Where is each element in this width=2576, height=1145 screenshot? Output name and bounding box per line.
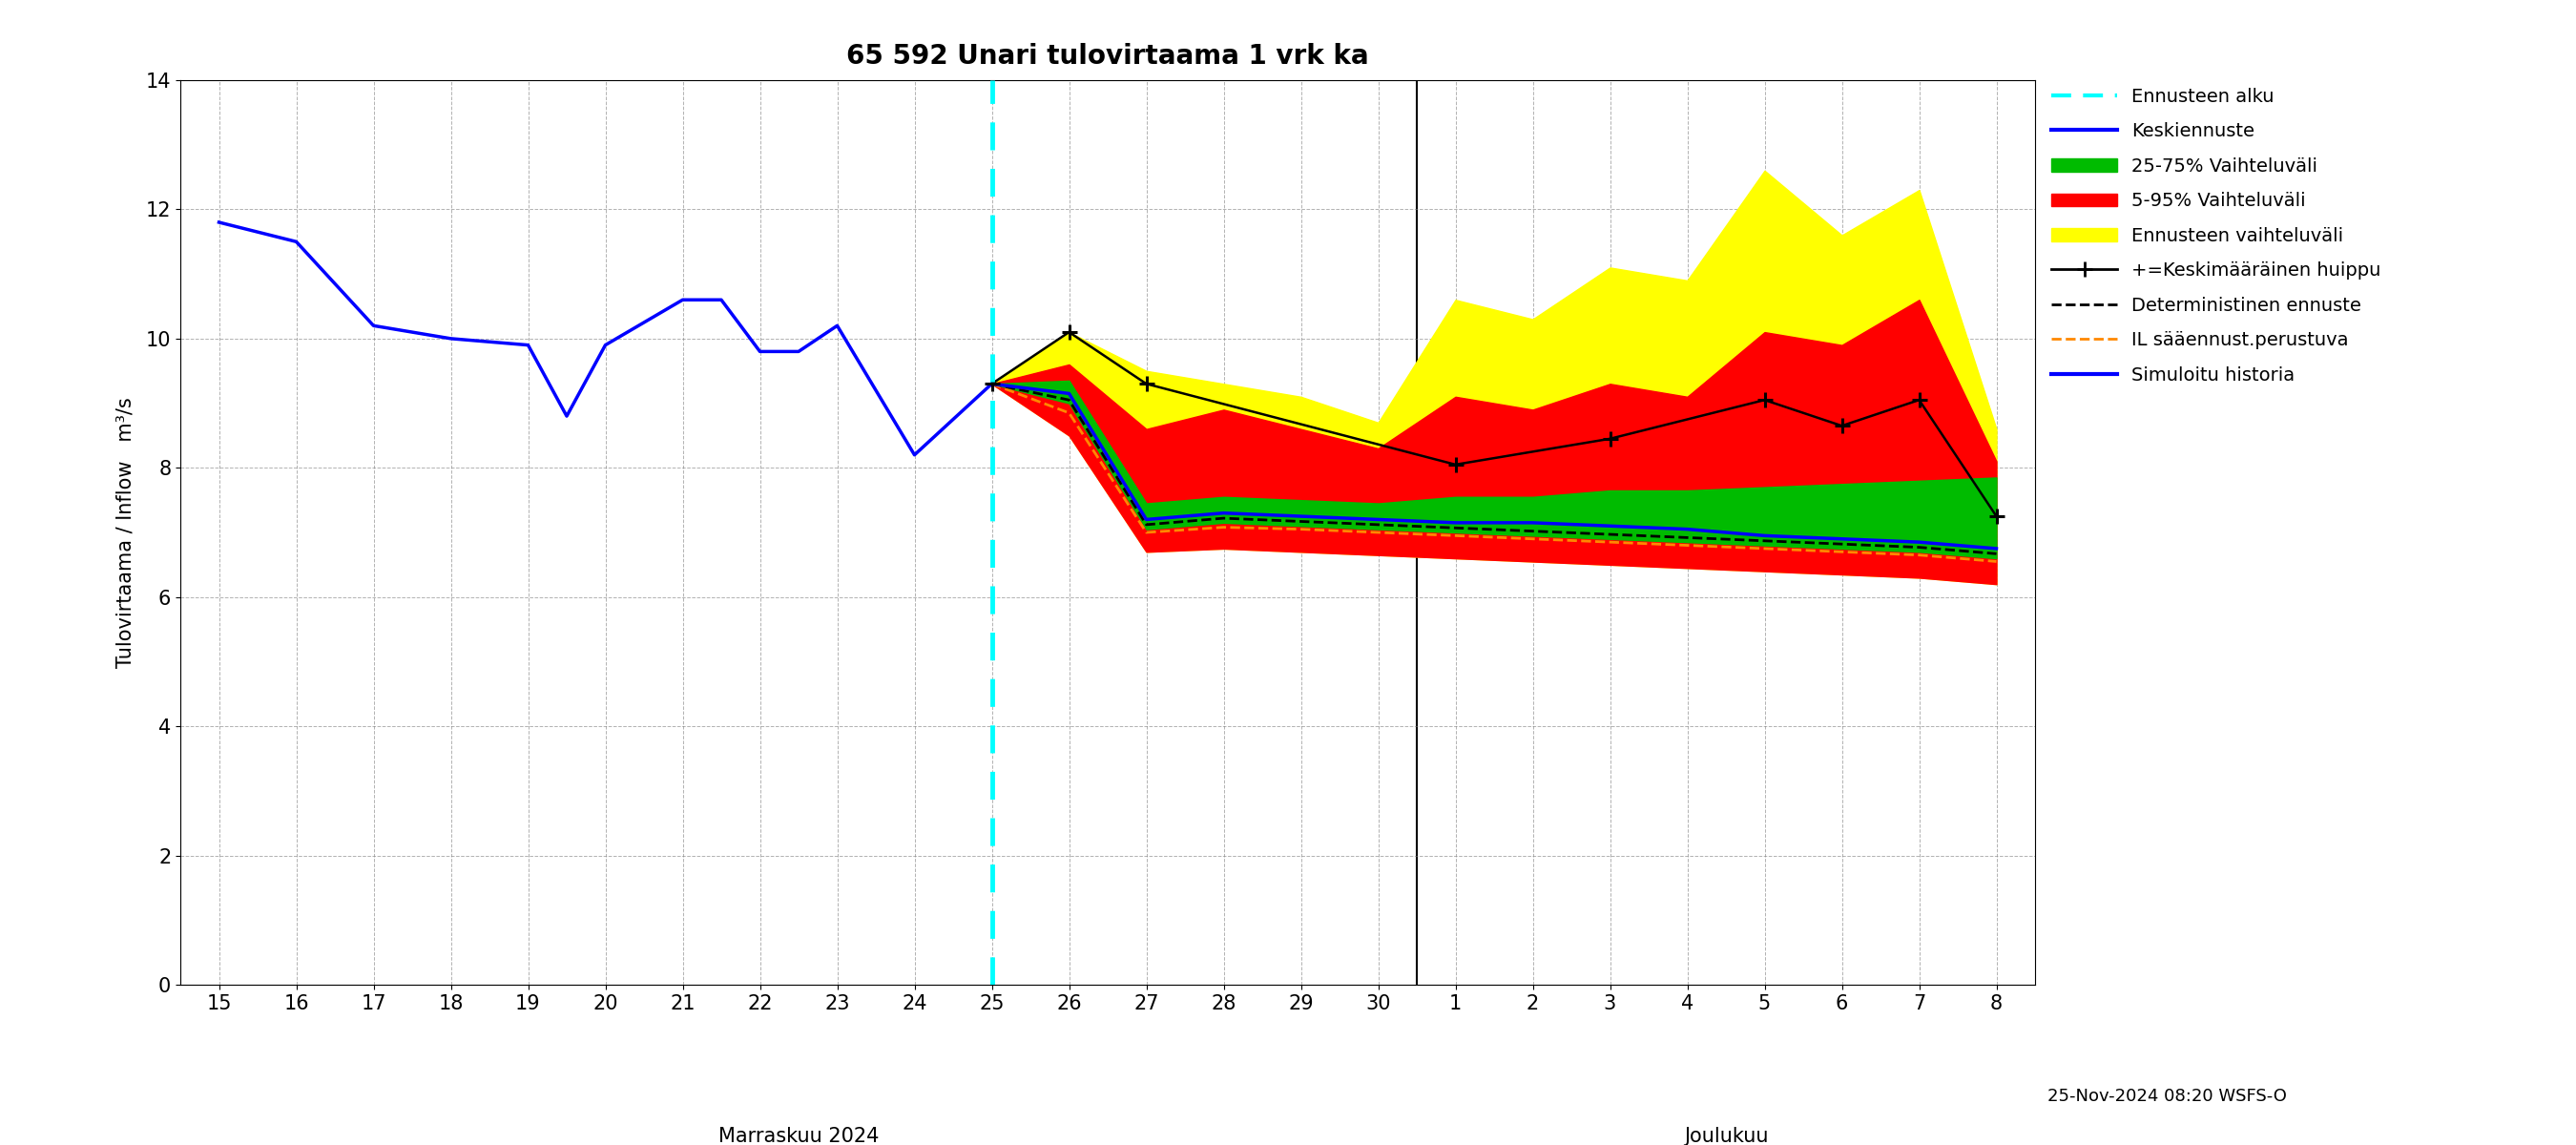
Y-axis label: Tulovirtaama / Inflow   m³/s: Tulovirtaama / Inflow m³/s: [116, 397, 134, 668]
Text: Joulukuu
December: Joulukuu December: [1674, 1127, 1777, 1145]
Text: 25-Nov-2024 08:20 WSFS-O: 25-Nov-2024 08:20 WSFS-O: [2048, 1088, 2287, 1105]
Legend: Ennusteen alku, Keskiennuste, 25-75% Vaihteluväli, 5-95% Vaihteluväli, Ennusteen: Ennusteen alku, Keskiennuste, 25-75% Vai…: [2045, 80, 2388, 392]
Title: 65 592 Unari tulovirtaama 1 vrk ka: 65 592 Unari tulovirtaama 1 vrk ka: [848, 44, 1368, 70]
Text: Marraskuu 2024
November: Marraskuu 2024 November: [719, 1127, 878, 1145]
